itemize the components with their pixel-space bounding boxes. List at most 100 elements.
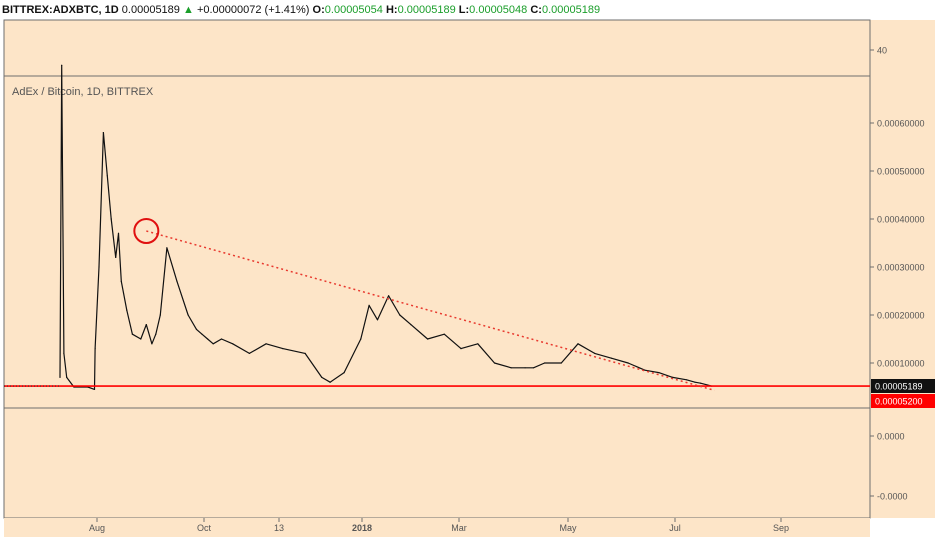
price-point — [115, 256, 117, 258]
price-point — [282, 348, 284, 350]
price-point — [187, 314, 189, 316]
time-axis[interactable] — [4, 518, 870, 537]
peak-highlight-circle — [133, 218, 160, 244]
last-price-label: 0.00005189 — [875, 382, 923, 392]
price-axis[interactable] — [870, 20, 935, 518]
price-point — [443, 333, 445, 335]
price-point — [388, 295, 390, 297]
price-point — [220, 338, 223, 340]
x-tick-label: Jul — [669, 523, 681, 533]
price-point — [376, 319, 379, 321]
price-point — [145, 324, 147, 326]
price-point — [93, 388, 96, 390]
price-point — [700, 382, 702, 384]
price-point — [658, 372, 660, 374]
price-point — [159, 314, 161, 316]
price-point — [176, 280, 178, 282]
price-point — [577, 343, 579, 345]
y-tick-label: 0.00050000 — [877, 167, 925, 177]
price-point — [61, 64, 63, 66]
price-point — [560, 362, 562, 364]
top-pane — [3, 19, 871, 77]
price-point — [102, 132, 104, 134]
price-point — [59, 376, 61, 378]
last-price: 0.00005189 — [121, 4, 180, 16]
price-point — [66, 376, 68, 378]
price-point — [427, 338, 429, 340]
top-pane-tick-label: 40 — [877, 46, 887, 56]
bottom-pane-tick-label: 0.0000 — [877, 432, 905, 442]
price-point — [329, 381, 331, 383]
last-price-label-bg — [871, 379, 935, 393]
price-point — [126, 309, 128, 311]
price-point — [151, 343, 153, 345]
price-point — [248, 352, 250, 354]
close-value: 0.00005189 — [541, 4, 601, 16]
main-pane[interactable] — [3, 75, 871, 409]
price-point — [510, 367, 512, 369]
price-point — [321, 376, 323, 378]
x-tick-label: May — [559, 523, 577, 533]
chart-title: AdEx / Bitcoin, 1D, BITTREX — [12, 86, 154, 98]
y-tick-label: 0.00040000 — [877, 215, 925, 225]
price-point — [686, 379, 688, 381]
open-label: O: — [312, 4, 325, 16]
low-label: L: — [458, 4, 470, 16]
y-tick-label: 0.00030000 — [877, 263, 925, 273]
bottom-pane-tick-label: -0.0000 — [877, 492, 908, 502]
price-point — [120, 280, 122, 282]
price-point — [195, 328, 198, 330]
price-point — [672, 376, 674, 378]
x-tick-label: Oct — [197, 523, 212, 533]
price-point — [265, 343, 267, 345]
support-price-label-bg — [871, 394, 935, 408]
price-point — [98, 266, 100, 268]
price-point — [155, 333, 157, 335]
low-value: 0.00005048 — [469, 4, 528, 16]
close-label: C: — [530, 4, 542, 16]
open-value: 0.00005054 — [324, 4, 383, 16]
high-value: 0.00005189 — [397, 4, 456, 16]
price-point — [493, 362, 496, 364]
price-point — [594, 352, 596, 354]
price-point — [410, 324, 412, 326]
price-point — [477, 343, 479, 345]
price-point — [207, 338, 209, 340]
y-tick-label: 0.00020000 — [877, 311, 925, 321]
price-point — [110, 218, 112, 220]
x-tick-label: Aug — [89, 523, 105, 533]
price-point — [644, 369, 646, 371]
y-tick-label: 0.00060000 — [877, 119, 925, 129]
price-point — [304, 352, 306, 354]
x-tick-label: Mar — [451, 523, 467, 533]
price-point — [399, 314, 401, 316]
high-label: H: — [385, 4, 398, 16]
price-point — [166, 247, 168, 249]
bottom-pane — [3, 407, 871, 519]
price-point — [460, 348, 462, 350]
x-tick-label: 2018 — [352, 523, 372, 533]
price-change: +0.00000072 (+1.41%) — [196, 4, 310, 16]
up-arrow-icon: ▲ — [182, 4, 194, 16]
price-point — [201, 333, 203, 335]
price-point — [140, 338, 142, 340]
price-point — [694, 381, 696, 383]
y-tick-label: 0.00010000 — [877, 359, 925, 369]
support-price-label: 0.00005200 — [875, 397, 923, 407]
price-point — [212, 343, 214, 345]
price-point — [368, 304, 370, 306]
price-point — [106, 175, 108, 177]
price-point — [94, 348, 96, 350]
x-tick-label: 13 — [274, 523, 284, 533]
price-point — [131, 333, 133, 335]
price-point — [524, 367, 526, 369]
price-point — [360, 338, 362, 340]
price-point — [544, 362, 546, 364]
price-point — [63, 352, 65, 354]
price-point — [627, 362, 629, 364]
x-tick-label: Sep — [773, 523, 789, 533]
price-point — [232, 343, 234, 345]
symbol-label: BITTREX:ADXBTC, 1D — [2, 4, 119, 16]
